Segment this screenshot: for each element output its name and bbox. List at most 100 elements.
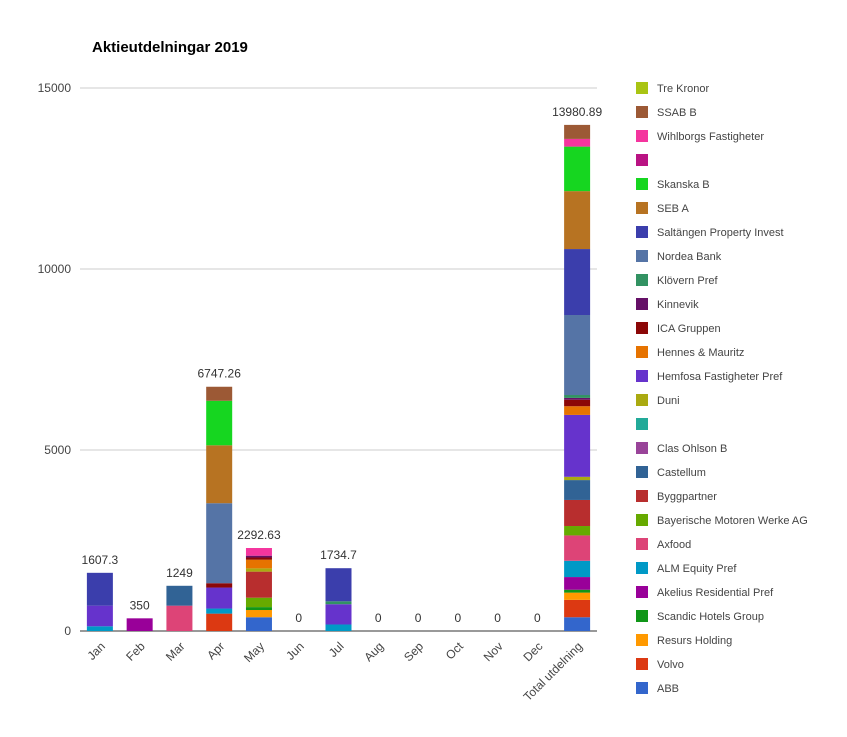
bar-segment <box>564 592 591 600</box>
bar-segment <box>86 572 113 606</box>
legend-item: Tre Kronor <box>636 82 710 95</box>
bar-segment <box>245 571 272 598</box>
legend-item: SEB A <box>636 202 689 215</box>
legend-item: Clas Ohlson B <box>636 442 727 455</box>
x-tick-label: Jul <box>326 639 347 660</box>
legend-swatch <box>636 538 648 550</box>
bar-total-label: 0 <box>454 611 461 625</box>
legend-swatch <box>636 130 648 142</box>
bar-segment <box>206 503 233 584</box>
bar-segment <box>564 589 591 593</box>
legend-swatch <box>636 322 648 334</box>
legend-item: Akelius Residential Pref <box>636 586 774 599</box>
legend-item: Skanska B <box>636 178 710 191</box>
legend-item: Byggpartner <box>636 490 717 503</box>
legend-label: Klövern Pref <box>657 275 718 287</box>
bar-segment <box>564 249 591 316</box>
bar-segment <box>206 445 233 504</box>
bar-total-label: 1607.3 <box>82 553 119 567</box>
legend-swatch <box>636 202 648 214</box>
legend: Tre Kronor SSAB B Wihlborgs Fastigheter Ska… <box>636 82 808 695</box>
x-axis: Jan Feb Mar Apr May Jun Jul Aug Sep Oct Nov DecTota… <box>84 639 585 704</box>
legend-label: Castellum <box>657 467 706 479</box>
legend-swatch <box>636 418 648 430</box>
bar-segment <box>206 386 233 401</box>
legend-swatch <box>636 490 648 502</box>
legend-label: Scandic Hotels Group <box>657 611 764 623</box>
legend-item: Klövern Pref <box>636 274 718 287</box>
bar-segment <box>564 146 591 192</box>
bar-segment <box>206 400 233 446</box>
bar-segment <box>126 618 153 631</box>
legend-swatch <box>636 274 648 286</box>
bar-segment <box>166 585 193 606</box>
bar-total-label: 2292.63 <box>237 528 281 542</box>
legend-item: Castellum <box>636 466 706 479</box>
x-tick-label: May <box>241 639 267 665</box>
legend-item: Volvo <box>636 658 684 671</box>
x-tick-label: Feb <box>123 639 148 664</box>
legend-swatch <box>636 562 648 574</box>
bar-segment <box>325 601 352 605</box>
bar-segment <box>564 315 591 396</box>
legend-label: Duni <box>657 395 680 407</box>
x-tick-label: Oct <box>443 639 467 663</box>
legend-item: Hennes & Mauritz <box>636 346 744 359</box>
bar-total-label: 0 <box>534 611 541 625</box>
legend-item: Scandic Hotels Group <box>636 610 764 623</box>
legend-item: Duni <box>636 394 680 407</box>
bar-segment <box>245 555 272 558</box>
bar-total-label: 0 <box>494 611 501 625</box>
x-tick-label: Jun <box>283 639 307 663</box>
bar-segment <box>245 568 272 572</box>
bar-segment <box>325 604 352 625</box>
legend-label: SSAB B <box>657 107 697 119</box>
legend-label: Hemfosa Fastigheter Pref <box>657 371 783 383</box>
legend-label: Saltängen Property Invest <box>657 227 784 239</box>
y-tick-label: 15000 <box>38 81 72 95</box>
x-tick-label: Sep <box>401 639 426 664</box>
bar-total-label: 13980.89 <box>552 105 602 119</box>
legend-swatch <box>636 466 648 478</box>
bar-segment <box>564 480 591 500</box>
x-tick-label: Mar <box>163 639 188 664</box>
bar-segment <box>564 599 591 618</box>
x-tick-label: Dec <box>520 639 545 664</box>
legend-swatch <box>636 370 648 382</box>
x-tick-label: Jan <box>84 639 108 663</box>
bar-segment <box>206 583 233 588</box>
legend-label: Tre Kronor <box>657 83 710 95</box>
legend-swatch <box>636 442 648 454</box>
legend-label: Clas Ohlson B <box>657 443 727 455</box>
legend-label: ALM Equity Pref <box>657 563 737 575</box>
legend-item: Resurs Holding <box>636 634 732 647</box>
legend-swatch <box>636 106 648 118</box>
x-tick-label: Nov <box>481 639 506 664</box>
bar-segment <box>564 476 591 481</box>
bar-total-label: 0 <box>295 611 302 625</box>
legend-swatch <box>636 514 648 526</box>
legend-label: Bayerische Motoren Werke AG <box>657 515 808 527</box>
bar-segment <box>564 560 591 578</box>
legend-label: Axfood <box>657 539 691 551</box>
legend-item <box>636 154 648 166</box>
bars <box>86 124 591 631</box>
bar-segment <box>245 610 272 618</box>
bar-segment <box>245 559 272 569</box>
bar-segment <box>245 607 272 611</box>
bar-total-label: 350 <box>130 598 150 612</box>
bar-segment <box>564 395 591 398</box>
legend-label: Byggpartner <box>657 491 717 503</box>
legend-label: Kinnevik <box>657 299 699 311</box>
bar-segment <box>325 624 352 631</box>
bar-segment <box>564 499 591 527</box>
bar-segment <box>564 124 591 139</box>
bar-segment <box>564 617 591 631</box>
bar-total-label: 0 <box>375 611 382 625</box>
bar-segment <box>564 397 591 400</box>
x-tick-label: Apr <box>204 639 227 662</box>
y-tick-label: 5000 <box>44 443 71 457</box>
legend-label: Skanska B <box>657 179 710 191</box>
legend-swatch <box>636 394 648 406</box>
legend-swatch <box>636 298 648 310</box>
